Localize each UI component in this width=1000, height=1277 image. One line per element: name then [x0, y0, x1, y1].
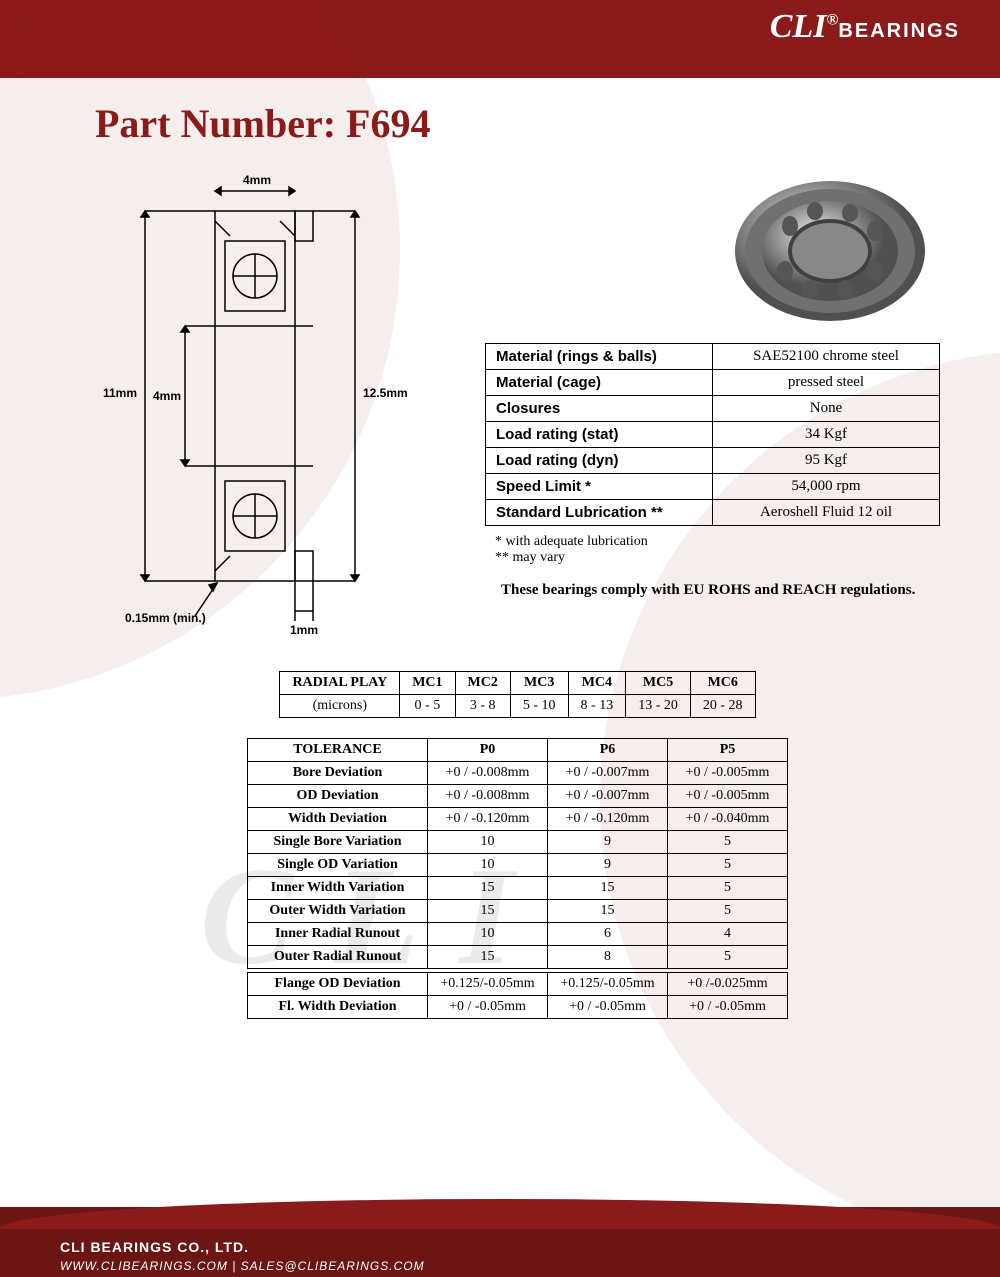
footer: CLI BEARINGS CO., LTD. WWW.CLIBEARINGS.C…	[0, 1207, 1000, 1277]
footer-company: CLI BEARINGS CO., LTD.	[60, 1239, 249, 1255]
dim-flange-od: 12.5mm	[363, 386, 408, 400]
specifications-table: Material (rings & balls)SAE52100 chrome …	[485, 343, 940, 526]
dim-flange-width: 1mm	[290, 623, 318, 637]
compliance-text: These bearings comply with EU ROHS and R…	[501, 582, 940, 599]
tolerance-row: Flange OD Deviation+0.125/-0.05mm+0.125/…	[248, 973, 788, 996]
footer-contact: WWW.CLIBEARINGS.COM | SALES@CLIBEARINGS.…	[60, 1259, 425, 1273]
tolerance-row: Inner Width Variation15155	[248, 877, 788, 900]
spec-row: Material (cage)pressed steel	[486, 370, 940, 396]
spec-row: Load rating (dyn)95 Kgf	[486, 448, 940, 474]
dim-outer-height: 11mm	[103, 386, 137, 400]
tolerance-row: Width Deviation+0 / -0.120mm+0 / -0.120m…	[248, 808, 788, 831]
footnote-2: ** may vary	[495, 550, 940, 566]
tolerance-row: Bore Deviation+0 / -0.008mm+0 / -0.007mm…	[248, 762, 788, 785]
tolerance-row: Outer Width Variation15155	[248, 900, 788, 923]
dim-bore: 4mm	[153, 389, 181, 403]
bearing-photo	[720, 171, 940, 331]
dim-top-width: 4mm	[243, 173, 271, 187]
tolerance-row: Fl. Width Deviation+0 / -0.05mm+0 / -0.0…	[248, 996, 788, 1019]
part-number-title: Part Number: F694	[95, 100, 940, 147]
tolerance-row: Inner Radial Runout1064	[248, 923, 788, 946]
spec-row: Speed Limit *54,000 rpm	[486, 474, 940, 500]
spec-row: Standard Lubrication **Aeroshell Fluid 1…	[486, 500, 940, 526]
dim-chamfer: 0.15mm (min.)	[125, 611, 206, 625]
footnote-1: * with adequate lubrication	[495, 534, 940, 550]
spec-row: Load rating (stat)34 Kgf	[486, 422, 940, 448]
technical-diagram: 4mm 11mm 4mm 12.5mm 0.15mm (min.) 1mm	[95, 171, 435, 641]
tolerance-row: Single Bore Variation1095	[248, 831, 788, 854]
spec-row: Material (rings & balls)SAE52100 chrome …	[486, 344, 940, 370]
radial-play-table: RADIAL PLAYMC1MC2MC3MC4MC5MC6 (microns)0…	[279, 671, 755, 718]
tolerance-table: TOLERANCEP0P6P5 Bore Deviation+0 / -0.00…	[247, 738, 788, 1019]
spec-row: ClosuresNone	[486, 396, 940, 422]
tolerance-row: Outer Radial Runout1585	[248, 946, 788, 969]
tolerance-row: Single OD Variation1095	[248, 854, 788, 877]
tolerance-row: OD Deviation+0 / -0.008mm+0 / -0.007mm+0…	[248, 785, 788, 808]
